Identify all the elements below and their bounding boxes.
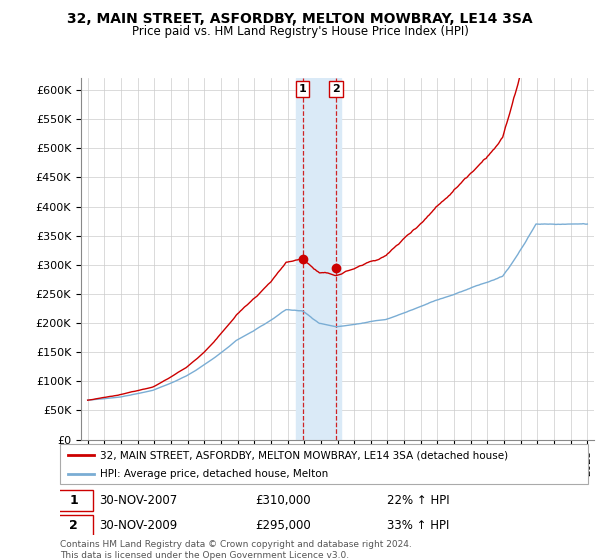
Text: £310,000: £310,000	[256, 493, 311, 507]
Text: 32, MAIN STREET, ASFORDBY, MELTON MOWBRAY, LE14 3SA (detached house): 32, MAIN STREET, ASFORDBY, MELTON MOWBRA…	[100, 450, 508, 460]
Text: 30-NOV-2009: 30-NOV-2009	[100, 519, 178, 532]
FancyBboxPatch shape	[55, 515, 93, 536]
Text: 1: 1	[299, 84, 307, 94]
FancyBboxPatch shape	[60, 444, 588, 484]
Text: £295,000: £295,000	[256, 519, 311, 532]
Bar	[296, 78, 341, 440]
Text: 1: 1	[70, 493, 78, 507]
Text: 2: 2	[70, 519, 78, 532]
Text: 33% ↑ HPI: 33% ↑ HPI	[388, 519, 450, 532]
FancyBboxPatch shape	[55, 490, 93, 511]
Text: 2: 2	[332, 84, 340, 94]
Text: HPI: Average price, detached house, Melton: HPI: Average price, detached house, Melt…	[100, 469, 328, 479]
Text: 30-NOV-2007: 30-NOV-2007	[100, 493, 178, 507]
Text: 32, MAIN STREET, ASFORDBY, MELTON MOWBRAY, LE14 3SA: 32, MAIN STREET, ASFORDBY, MELTON MOWBRA…	[67, 12, 533, 26]
Text: Price paid vs. HM Land Registry's House Price Index (HPI): Price paid vs. HM Land Registry's House …	[131, 25, 469, 38]
Text: 22% ↑ HPI: 22% ↑ HPI	[388, 493, 450, 507]
Text: Contains HM Land Registry data © Crown copyright and database right 2024.
This d: Contains HM Land Registry data © Crown c…	[60, 540, 412, 560]
